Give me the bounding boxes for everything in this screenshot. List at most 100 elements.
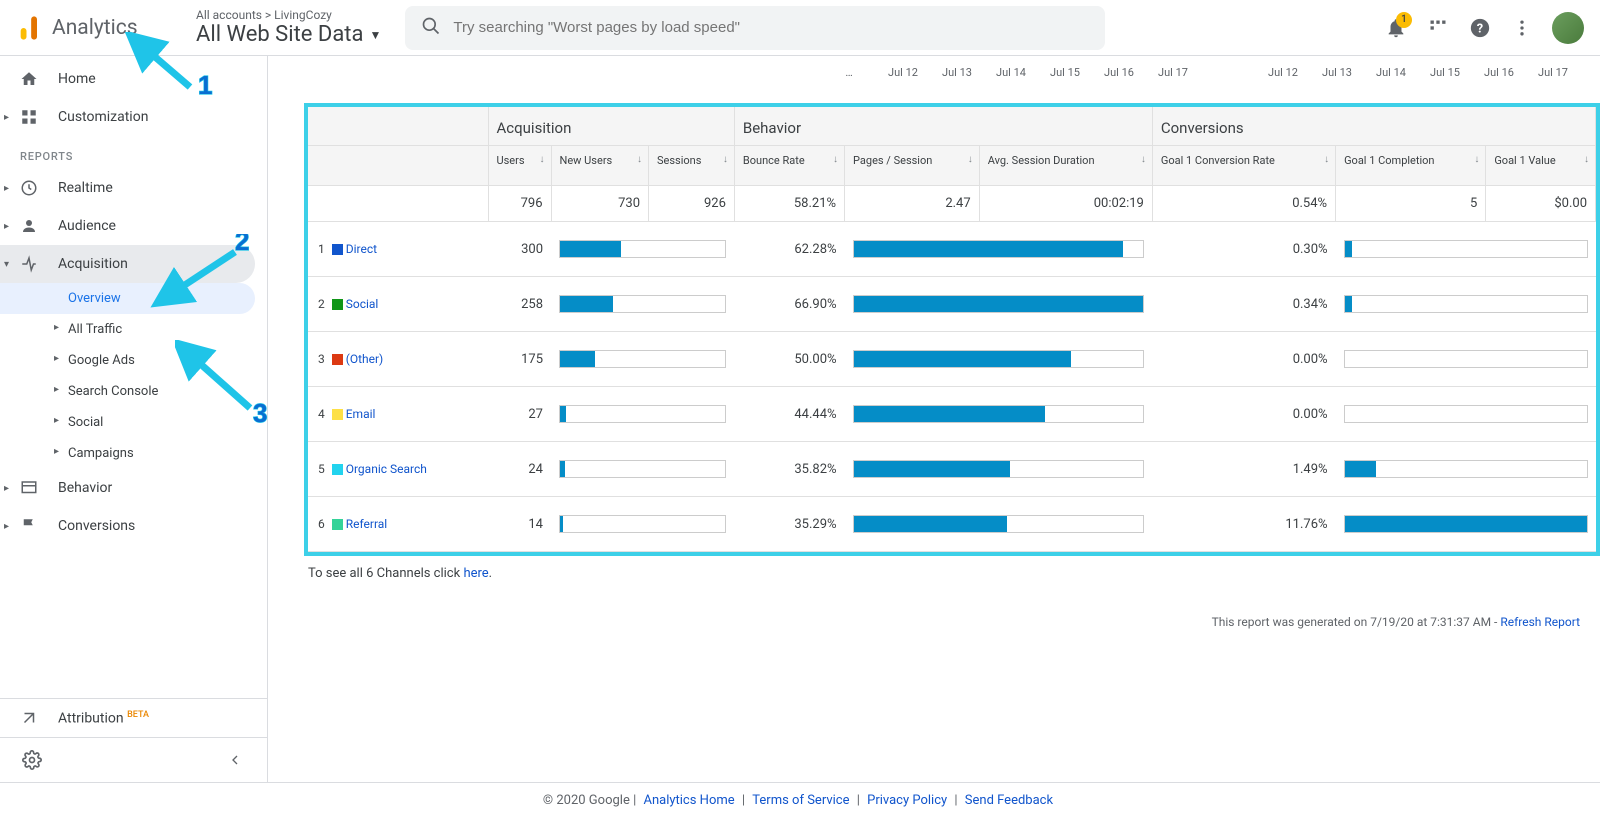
col-users[interactable]: Users↓ — [488, 146, 551, 186]
sub-search-console[interactable]: ▸Search Console — [0, 376, 267, 407]
top-header: Analytics All accounts > LivingCozy All … — [0, 0, 1600, 56]
clock-icon — [20, 179, 40, 197]
total-bounce: 58.21% — [734, 186, 844, 222]
nav-label: Realtime — [58, 180, 113, 196]
help-icon[interactable]: ? — [1468, 16, 1492, 40]
sub-all-traffic[interactable]: ▸All Traffic — [0, 314, 267, 345]
beta-badge: BETA — [127, 710, 149, 720]
col-bounce[interactable]: Bounce Rate↓ — [734, 146, 844, 186]
collapse-icon[interactable] — [223, 748, 247, 772]
apps-icon[interactable] — [1426, 16, 1450, 40]
group-header-row: Acquisition Behavior Conversions — [308, 107, 1596, 146]
nav-behavior[interactable]: ▸ Behavior — [0, 469, 267, 507]
nav-acquisition[interactable]: ▾ Acquisition — [0, 245, 255, 283]
sub-overview[interactable]: Overview — [0, 283, 255, 314]
channels-table: Acquisition Behavior Conversions Users↓ … — [308, 107, 1596, 552]
notification-badge: 1 — [1396, 12, 1412, 28]
nav-label: Home — [58, 71, 96, 87]
total-value: $0.00 — [1486, 186, 1596, 222]
nav-label: Customization — [58, 109, 148, 125]
channel-link[interactable]: (Other) — [346, 352, 384, 366]
account-switcher[interactable]: All accounts > LivingCozy All Web Site D… — [196, 8, 381, 47]
home-icon — [20, 70, 40, 88]
customization-icon — [20, 108, 40, 126]
gear-icon[interactable] — [20, 748, 44, 772]
nav-audience[interactable]: ▸ Audience — [0, 207, 267, 245]
caret-down-icon: ▼ — [369, 28, 381, 42]
date-strip: …Jul 12Jul 13Jul 14Jul 15Jul 16Jul 17Jul… — [304, 66, 1600, 79]
nav-home[interactable]: Home — [0, 60, 267, 98]
total-completion: 5 — [1336, 186, 1486, 222]
search-icon — [421, 16, 441, 40]
chevron-right-icon: ▸ — [54, 322, 59, 333]
total-duration: 00:02:19 — [979, 186, 1152, 222]
logo-area[interactable]: Analytics — [16, 14, 176, 42]
behavior-icon — [20, 479, 40, 497]
sub-campaigns[interactable]: ▸Campaigns — [0, 438, 267, 469]
channel-link[interactable]: Organic Search — [346, 462, 427, 476]
more-icon[interactable] — [1510, 16, 1534, 40]
total-conv-rate: 0.54% — [1152, 186, 1335, 222]
col-completion[interactable]: Goal 1 Completion↓ — [1336, 146, 1486, 186]
search-bar[interactable] — [405, 6, 1105, 50]
nav-realtime[interactable]: ▸ Realtime — [0, 169, 267, 207]
table-row: 1 Direct30062.28%0.30% — [308, 222, 1596, 277]
col-sessions[interactable]: Sessions↓ — [649, 146, 735, 186]
col-new-users[interactable]: New Users↓ — [551, 146, 649, 186]
chevron-right-icon: ▸ — [4, 183, 9, 194]
footer-link[interactable]: Terms of Service — [752, 793, 849, 808]
footer-link[interactable]: Send Feedback — [965, 793, 1053, 808]
channel-link[interactable]: Referral — [346, 517, 388, 531]
chevron-right-icon: ▸ — [4, 521, 9, 532]
table-row: 3 (Other)17550.00%0.00% — [308, 332, 1596, 387]
sidebar-footer — [0, 737, 267, 782]
channel-link[interactable]: Direct — [346, 242, 377, 256]
chevron-right-icon: ▸ — [4, 483, 9, 494]
nav-label: Campaigns — [68, 446, 134, 461]
notifications-icon[interactable]: 1 — [1384, 16, 1408, 40]
totals-row: 796 730 926 58.21% 2.47 00:02:19 0.54% 5… — [308, 186, 1596, 222]
col-pages[interactable]: Pages / Session↓ — [845, 146, 980, 186]
table-row: 4 Email2744.44%0.00% — [308, 387, 1596, 442]
group-behavior: Behavior — [734, 107, 1152, 146]
nav-label: Acquisition — [58, 256, 128, 272]
nav-customization[interactable]: ▸ Customization — [0, 98, 267, 136]
footer-link[interactable]: Privacy Policy — [867, 793, 947, 808]
refresh-link[interactable]: Refresh Report — [1500, 615, 1580, 629]
channel-link[interactable]: Email — [346, 407, 376, 421]
search-input[interactable] — [453, 19, 1089, 36]
avatar[interactable] — [1552, 12, 1584, 44]
chevron-right-icon: ▸ — [54, 353, 59, 364]
analytics-logo-icon — [16, 14, 44, 42]
col-duration[interactable]: Avg. Session Duration↓ — [979, 146, 1152, 186]
page-footer: © 2020 Google | Analytics Home | Terms o… — [0, 782, 1600, 818]
reports-section-label: REPORTS — [0, 136, 267, 169]
sub-google-ads[interactable]: ▸ Google Ads — [0, 345, 267, 376]
generated-note: This report was generated on 7/19/20 at … — [304, 591, 1600, 637]
sort-down-icon: ↓ — [540, 154, 545, 165]
nav-label: Overview — [68, 291, 121, 306]
channel-link[interactable]: Social — [346, 297, 379, 311]
main-content: …Jul 12Jul 13Jul 14Jul 15Jul 16Jul 17Jul… — [268, 56, 1600, 782]
total-sessions: 926 — [649, 186, 735, 222]
total-users: 796 — [488, 186, 551, 222]
col-conv-rate[interactable]: Goal 1 Conversion Rate↓ — [1152, 146, 1335, 186]
nav-conversions[interactable]: ▸ Conversions — [0, 507, 267, 545]
flag-icon — [20, 517, 40, 535]
total-new-users: 730 — [551, 186, 649, 222]
footer-link[interactable]: Analytics Home — [643, 793, 734, 808]
col-value[interactable]: Goal 1 Value↓ — [1486, 146, 1596, 186]
table-row: 5 Organic Search2435.82%1.49% — [308, 442, 1596, 497]
see-all-link[interactable]: here — [463, 566, 488, 581]
nav-label: Search Console — [68, 384, 158, 399]
nav-attribution[interactable]: Attribution BETA — [0, 699, 267, 737]
group-acquisition: Acquisition — [488, 107, 734, 146]
group-conversions: Conversions — [1152, 107, 1595, 146]
chevron-right-icon: ▸ — [4, 221, 9, 232]
svg-text:?: ? — [1477, 21, 1483, 36]
header-icons: 1 ? — [1384, 12, 1584, 44]
sub-social[interactable]: ▸Social — [0, 407, 267, 438]
acquisition-icon — [20, 255, 40, 273]
nav-label: Google Ads — [68, 353, 135, 368]
see-all-note: To see all 6 Channels click here. — [304, 556, 1600, 591]
